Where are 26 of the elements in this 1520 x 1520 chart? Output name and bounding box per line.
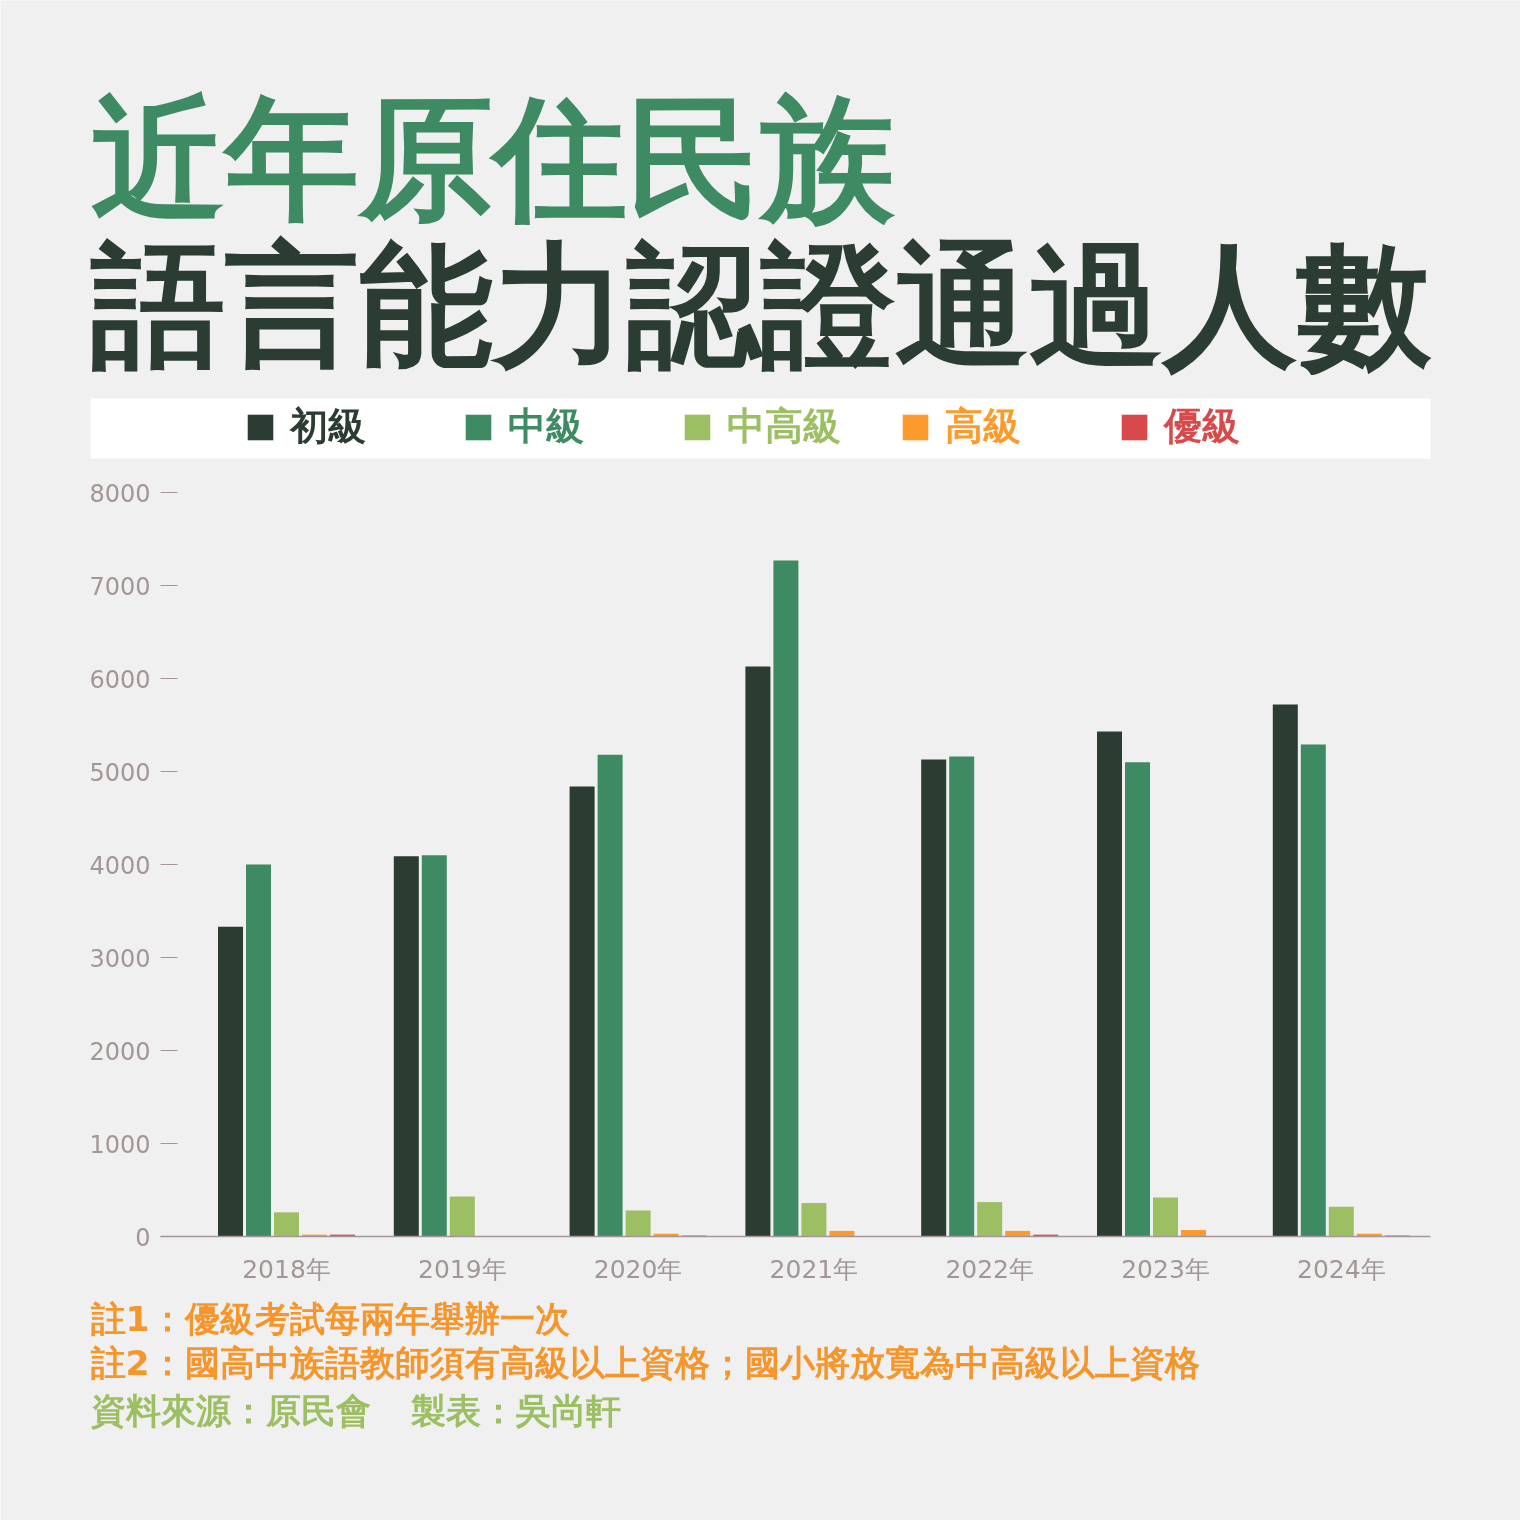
source-note: 資料來源：原民會 [90, 1390, 371, 1431]
y-tick-label: 0 [135, 1223, 151, 1252]
text: 註1：優級考試每兩年舉辦一次 [89, 1298, 570, 1339]
legend-label: 中高級 [726, 403, 841, 450]
y-tick-label: 8000 [89, 479, 151, 508]
legend-label: 中級 [508, 403, 585, 450]
text: 製表：吳尚軒 [409, 1390, 621, 1431]
y-tick-label: 7000 [89, 572, 151, 601]
chart-subtitle: 語言能力認證通過人數 [89, 227, 1432, 384]
x-tick-label: 2023年 [1121, 1254, 1210, 1284]
x-tick-label: 2021年 [769, 1254, 859, 1284]
x-tick-label: 2024年 [1296, 1254, 1386, 1284]
legend-label: 初級 [289, 403, 366, 450]
legend-label: 優級 [1163, 403, 1240, 450]
y-tick-label: 1000 [89, 1130, 151, 1159]
y-tick-label: 2000 [89, 1037, 151, 1066]
y-tick-label: 6000 [89, 665, 151, 694]
y-tick-label: 3000 [89, 944, 151, 973]
y-tick-label: 5000 [89, 758, 151, 787]
x-tick-label: 2020年 [593, 1254, 683, 1284]
text: 註2：國高中族語教師須有高級以上資格；國小將放寬為中高級以上資格 [89, 1342, 1200, 1383]
x-tick-label: 2018年 [242, 1254, 331, 1284]
x-tick-label: 2019年 [417, 1254, 507, 1284]
y-tick-label: 4000 [89, 851, 151, 880]
legend-label: 高級 [945, 403, 1022, 450]
x-tick-label: 2022年 [945, 1254, 1035, 1284]
